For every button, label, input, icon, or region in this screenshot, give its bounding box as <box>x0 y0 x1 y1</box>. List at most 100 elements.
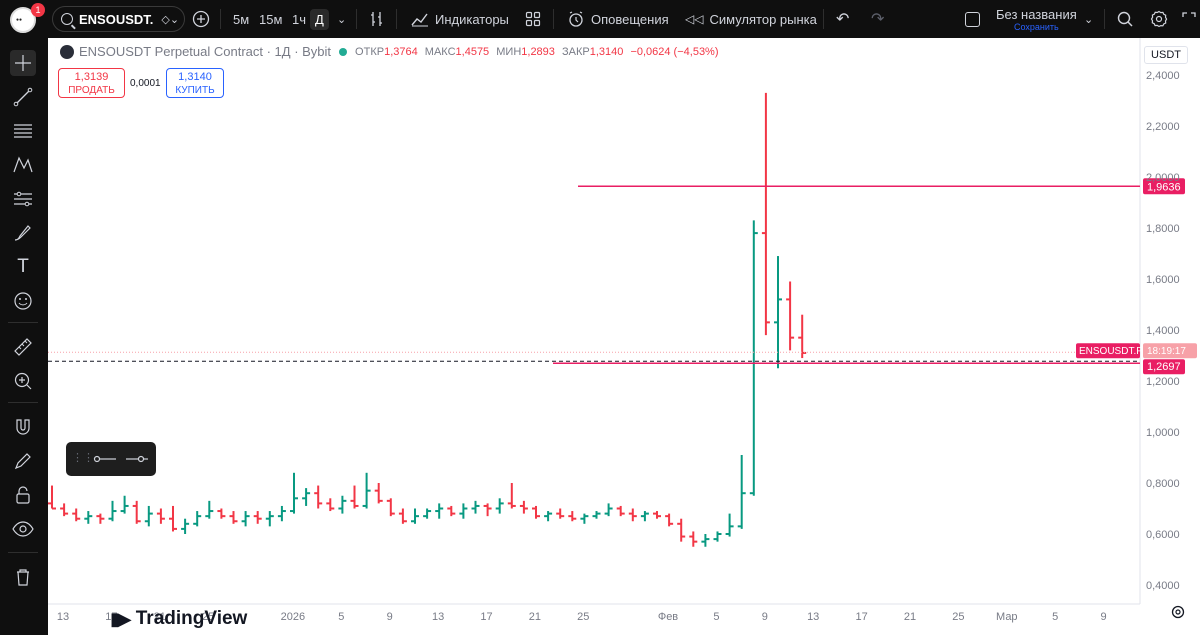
time-tick-label: 21 <box>529 611 541 623</box>
drawing-toolbar: T <box>0 38 46 635</box>
ohlc-bar <box>398 508 407 524</box>
price-tick-label: 2,4000 <box>1146 70 1180 82</box>
ohlc-bar <box>338 495 347 514</box>
gear-icon <box>1150 10 1168 28</box>
pencil-lock-icon[interactable] <box>10 448 36 474</box>
top-toolbar: ●● 1 ENSOUSDT. ◇⌄ 5м 15м 1ч Д ⌄ Индикато… <box>0 0 1200 38</box>
buy-price: 1,3140 <box>178 71 212 83</box>
price-tick-label: 2,2000 <box>1146 121 1180 133</box>
replay-button[interactable]: ◁◁ Симулятор рынка <box>685 0 817 38</box>
settings-button[interactable] <box>1150 0 1168 38</box>
ohlc-bar <box>749 220 758 496</box>
undo-icon[interactable]: ↶ <box>836 11 850 28</box>
fib-levels-icon[interactable] <box>10 118 36 144</box>
timeframe-5m[interactable]: 5м <box>233 11 250 27</box>
countdown-bg <box>1143 343 1197 359</box>
countdown-timer: 18:19:17 <box>1147 346 1186 357</box>
price-tick-label: 1,8000 <box>1146 223 1180 235</box>
time-tick-label: 17 <box>855 611 867 623</box>
ohlc-bar <box>181 518 190 534</box>
price-label-support: 1,2697 <box>1147 361 1181 373</box>
price-tick-label: 1,2000 <box>1146 376 1180 388</box>
chart-pane[interactable]: 1,9636 ENSOUSDT.P 18:19:17 1,2697 2,4000 2,2… <box>48 38 1200 635</box>
low-label: МИН <box>496 45 522 58</box>
text-icon[interactable]: T <box>17 256 29 277</box>
price-chart[interactable]: 1,9636 ENSOUSDT.P 18:19:17 1,2697 2,4000 2,2… <box>48 38 1200 635</box>
time-tick-label: 5 <box>713 611 719 623</box>
layout-checkbox[interactable] <box>965 0 980 38</box>
zoom-in-icon[interactable] <box>10 368 36 394</box>
ohlc-bar <box>60 503 69 517</box>
chart-legend: ENSOUSDT Perpetual Contract · 1Д · Bybit… <box>60 44 719 59</box>
chart-type-button[interactable] <box>369 0 385 38</box>
ohlc-bar <box>798 314 807 359</box>
time-tick-label: 9 <box>387 611 393 623</box>
magnet-icon[interactable] <box>10 414 36 440</box>
ohlc-bar <box>640 511 649 522</box>
time-settings-button[interactable] <box>1170 604 1186 625</box>
ohlc-bar <box>72 508 81 522</box>
low-value: 1,2893 <box>521 45 555 58</box>
price-tick-label: 1,4000 <box>1146 325 1180 337</box>
plus-circle-icon <box>192 10 210 28</box>
eye-icon[interactable] <box>10 516 36 542</box>
time-tick-label: 5 <box>338 611 344 623</box>
ohlc-bar <box>374 483 383 504</box>
bars-chart-icon <box>371 12 382 26</box>
price-tick-label: 1,6000 <box>1146 274 1180 286</box>
timeframe-1d[interactable]: Д <box>310 8 329 30</box>
buy-button[interactable]: 1,3140 КУПИТЬ <box>166 68 224 98</box>
brush-icon[interactable] <box>10 220 36 246</box>
timeframe-15m[interactable]: 15м <box>259 11 283 27</box>
alarm-clock-icon <box>569 11 583 27</box>
ohlc-bar <box>217 508 226 519</box>
crosshair-icon[interactable] <box>10 50 36 76</box>
add-symbol-button[interactable] <box>192 0 210 38</box>
ohlc-bar <box>277 505 286 522</box>
currency-selector[interactable]: USDT <box>1144 46 1188 64</box>
indicators-button[interactable]: Индикаторы <box>410 0 509 38</box>
price-label-resistance-bg <box>1143 178 1185 195</box>
time-tick-label: 9 <box>1101 611 1107 623</box>
trend-line-icon[interactable] <box>10 84 36 110</box>
time-tick-label: 13 <box>807 611 819 623</box>
trash-icon[interactable] <box>10 564 36 590</box>
tradingview-logo[interactable]: ▮▶ TradingView <box>110 608 248 629</box>
ohlc-bar <box>253 511 262 524</box>
redo-icon[interactable]: ↷ <box>871 11 885 28</box>
quick-search-button[interactable] <box>1116 0 1134 38</box>
ohlc-bar <box>653 511 661 519</box>
ohlc-bar <box>169 505 177 532</box>
timeframe-dropdown-chevron-icon[interactable]: ⌄ <box>337 13 347 26</box>
time-tick-label: 13 <box>432 611 444 623</box>
legend-title[interactable]: ENSOUSDT Perpetual Contract · 1Д · Bybit <box>79 44 332 59</box>
emoji-icon[interactable] <box>10 288 36 314</box>
ohlc-bar <box>761 92 770 336</box>
line-extend-right-icon[interactable] <box>124 451 150 467</box>
candles-layer <box>48 92 807 547</box>
ohlc-bar <box>532 505 540 519</box>
ohlc-bar <box>689 531 698 547</box>
ohlc-bar <box>592 511 601 519</box>
ohlc-bar <box>580 513 589 524</box>
sell-button[interactable]: 1,3139 ПРОДАТЬ <box>58 68 125 98</box>
ohlc-bar <box>737 454 746 529</box>
lock-icon[interactable] <box>10 482 36 508</box>
change-value: −0,0624 (−4,53%) <box>630 45 719 58</box>
ohlc-bar <box>314 485 323 509</box>
ohlc-bar <box>507 483 516 509</box>
fullscreen-button[interactable] <box>1182 0 1196 38</box>
alerts-button[interactable]: Оповещения <box>567 0 669 38</box>
symbol-search-button[interactable]: ENSOUSDT. ◇⌄ <box>52 6 185 32</box>
ruler-icon[interactable] <box>10 334 36 360</box>
time-tick-label: 2026 <box>281 611 305 623</box>
square-icon <box>965 11 980 27</box>
layout-dropdown-chevron-icon[interactable]: ⌄ <box>1084 13 1094 26</box>
layouts-button[interactable] <box>525 0 541 38</box>
forecast-icon[interactable] <box>10 186 36 212</box>
timeframe-1h[interactable]: 1ч <box>292 11 307 27</box>
pattern-icon[interactable] <box>10 152 36 178</box>
drag-handle-icon[interactable]: ⋮⋮ <box>72 452 94 464</box>
layout-name-button[interactable]: Без названия Сохранить <box>996 0 1077 38</box>
line-extend-left-icon[interactable] <box>92 451 118 467</box>
